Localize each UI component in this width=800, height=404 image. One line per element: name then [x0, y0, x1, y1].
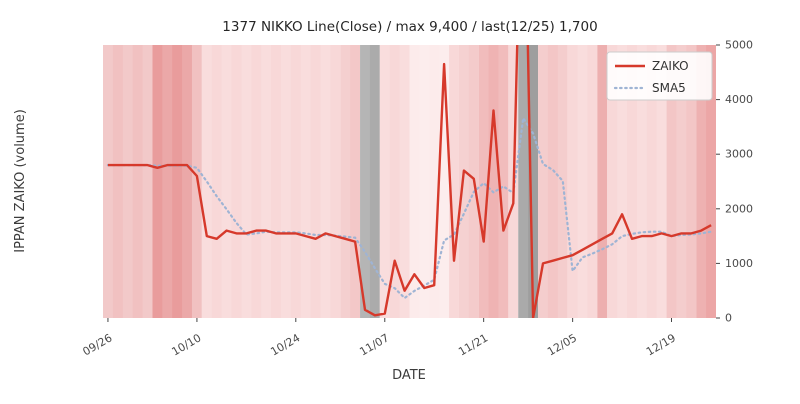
day-stripe [241, 45, 252, 318]
x-tick-label: 09/26 [80, 331, 114, 358]
background-bands-layer [103, 45, 716, 318]
day-stripe [261, 45, 272, 318]
day-stripe [419, 45, 430, 318]
y-tick-label: 5000 [725, 39, 753, 52]
x-tick-label: 11/21 [456, 331, 490, 358]
background-band [696, 45, 716, 318]
series-layer [106, 45, 713, 318]
day-stripe [676, 45, 687, 318]
day-stripe [142, 45, 153, 318]
legend: ZAIKO SMA5 [606, 51, 713, 101]
day-stripe [300, 45, 311, 318]
x-tick-label: 10/24 [268, 331, 302, 358]
background-band [360, 45, 380, 318]
day-stripe [221, 45, 232, 318]
day-stripe [656, 45, 667, 318]
legend-sma5-label: SMA5 [652, 81, 686, 95]
day-stripe [577, 45, 588, 318]
day-stripe [636, 45, 647, 318]
day-stripe [538, 45, 548, 318]
x-tick-label: 11/07 [357, 331, 391, 358]
background-band [103, 45, 153, 318]
day-stripe [498, 45, 509, 318]
x-axis-label: DATE [392, 368, 426, 383]
background-band [567, 45, 598, 318]
day-stripe [617, 45, 628, 318]
y-axis-label: IPPAN ZAIKO (volume) [13, 109, 28, 253]
legend-zaiko-label: ZAIKO [652, 59, 689, 73]
background-band [518, 45, 539, 318]
background-band [379, 45, 410, 318]
chart-title: 1377 NIKKO Line(Close) / max 9,400 / las… [222, 19, 597, 35]
background-band [597, 45, 608, 318]
background-band [152, 45, 192, 318]
y-tick-label: 2000 [725, 202, 753, 215]
day-stripe [320, 45, 331, 318]
day-stripe [103, 45, 113, 318]
day-stripe [360, 45, 370, 318]
day-stripe [597, 45, 608, 318]
x-tick-label: 10/10 [169, 331, 203, 358]
background-band [458, 45, 479, 318]
zaiko-line [107, 45, 712, 318]
day-stripe [439, 45, 450, 318]
day-stripe [379, 45, 390, 318]
background-band [201, 45, 341, 318]
day-stripe [518, 45, 529, 318]
y-tick-label: 4000 [725, 93, 753, 106]
y-tick-label: 0 [725, 312, 732, 325]
y-tick-label: 3000 [725, 148, 753, 161]
day-stripe [182, 45, 192, 318]
legend-box [606, 51, 713, 101]
sma5-line [106, 115, 713, 300]
background-band [449, 45, 459, 318]
day-stripe [696, 45, 707, 318]
x-tick-label: 12/05 [545, 331, 579, 358]
day-stripe [122, 45, 133, 318]
background-band [478, 45, 509, 318]
day-stripe [280, 45, 291, 318]
day-stripe [162, 45, 173, 318]
day-stripe [399, 45, 410, 318]
day-stripe [478, 45, 489, 318]
x-tick-label: 12/19 [644, 331, 678, 358]
y-tick-label: 1000 [725, 257, 753, 270]
day-stripe [340, 45, 351, 318]
